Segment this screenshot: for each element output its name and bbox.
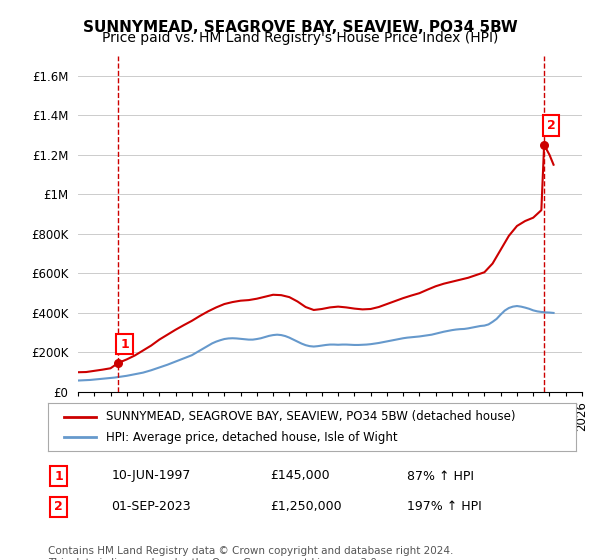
Text: 1: 1	[54, 469, 63, 483]
Text: £145,000: £145,000	[270, 469, 329, 483]
Text: HPI: Average price, detached house, Isle of Wight: HPI: Average price, detached house, Isle…	[106, 431, 398, 444]
Text: Contains HM Land Registry data © Crown copyright and database right 2024.
This d: Contains HM Land Registry data © Crown c…	[48, 546, 454, 560]
Text: £1,250,000: £1,250,000	[270, 500, 341, 514]
Point	[539, 141, 549, 150]
Text: 10-JUN-1997: 10-JUN-1997	[112, 469, 191, 483]
Text: 197% ↑ HPI: 197% ↑ HPI	[407, 500, 482, 514]
Text: Price paid vs. HM Land Registry's House Price Index (HPI): Price paid vs. HM Land Registry's House …	[102, 31, 498, 45]
Text: 87% ↑ HPI: 87% ↑ HPI	[407, 469, 474, 483]
Text: 2: 2	[547, 119, 556, 132]
Point	[113, 359, 122, 368]
Text: 2: 2	[54, 500, 63, 514]
Text: SUNNYMEAD, SEAGROVE BAY, SEAVIEW, PO34 5BW (detached house): SUNNYMEAD, SEAGROVE BAY, SEAVIEW, PO34 5…	[106, 410, 515, 423]
Text: SUNNYMEAD, SEAGROVE BAY, SEAVIEW, PO34 5BW: SUNNYMEAD, SEAGROVE BAY, SEAVIEW, PO34 5…	[83, 20, 517, 35]
Text: 01-SEP-2023: 01-SEP-2023	[112, 500, 191, 514]
Text: 1: 1	[120, 338, 129, 351]
